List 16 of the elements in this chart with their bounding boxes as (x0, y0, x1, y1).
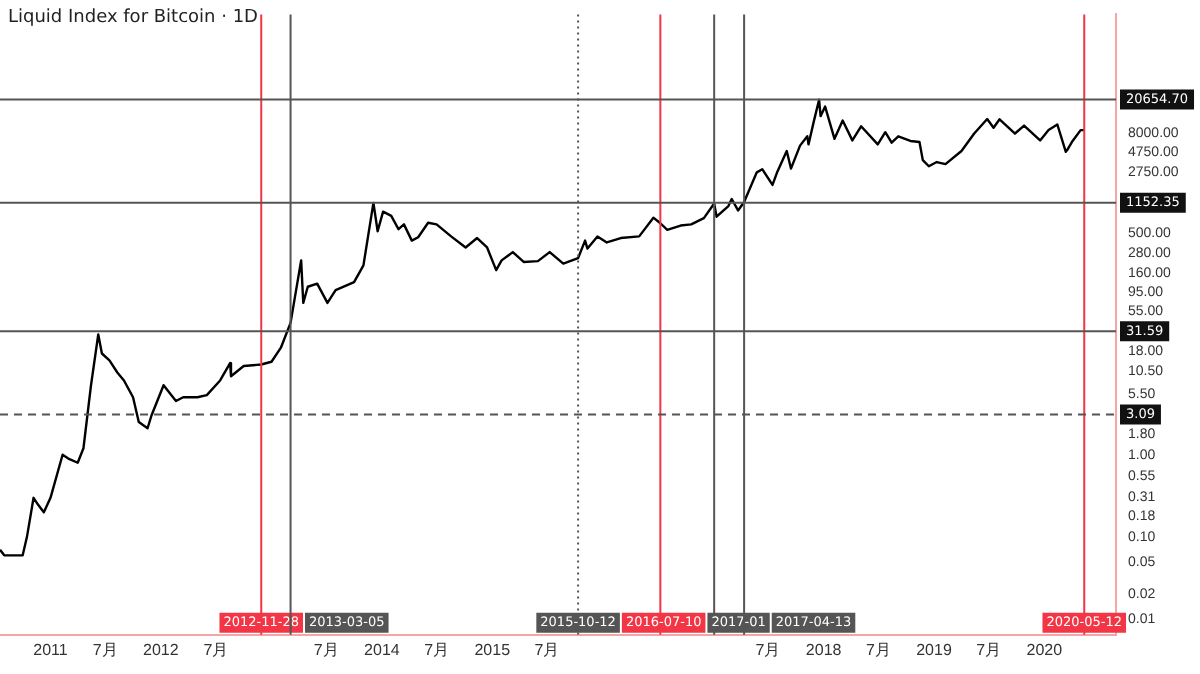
x-tick-label: 2020 (1026, 640, 1064, 659)
x-tick-label: 7月 (424, 640, 450, 659)
x-tick-label: 2011 (33, 640, 69, 659)
x-tick-label: 7月 (976, 640, 1002, 659)
x-tick-label: 7月 (755, 640, 781, 659)
x-tick-label: 2015 (474, 640, 512, 659)
chart-title: Liquid Index for Bitcoin · 1D (8, 7, 259, 28)
x-tick-label: 2014 (364, 640, 401, 659)
x-tick-label: 7月 (865, 640, 891, 659)
x-tick-label: 2012 (143, 640, 180, 659)
x-tick-label: 7月 (313, 640, 339, 659)
x-tick-label: 7月 (92, 640, 118, 659)
x-tick-label: 2019 (916, 640, 953, 659)
x-tick-label: 7月 (203, 640, 229, 659)
x-tick-label: 2018 (805, 640, 843, 659)
x-tick-label: 7月 (534, 640, 560, 659)
